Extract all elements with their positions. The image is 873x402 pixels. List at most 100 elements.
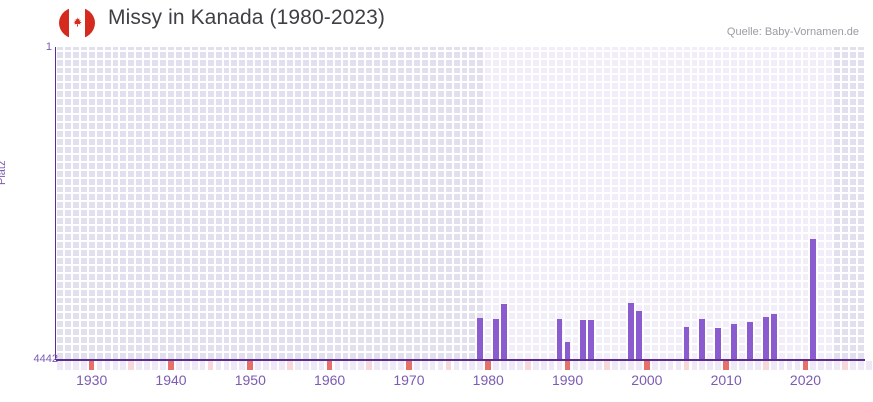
bar-1999[interactable] [635,310,642,360]
y-axis-max-label: 1 [45,41,52,53]
gridline-vertical [205,47,208,360]
x-tick-2005 [683,361,690,370]
x-axis-label-1990: 1990 [551,372,584,388]
gridline-vertical [411,47,414,360]
gridline-vertical [689,47,692,360]
gridline-vertical [483,47,486,360]
x-axis-label-1940: 1940 [155,372,187,388]
bar-1982[interactable] [501,304,507,360]
gridline-vertical [467,47,470,360]
x-tick-1967 [382,361,388,370]
gridline-vertical [443,47,446,360]
source-label: Quelle: Baby-Vornamen.de [726,26,859,38]
gridline-vertical [332,47,335,360]
gridline-vertical [78,47,81,360]
x-tick-1972 [421,361,428,370]
x-tick-2015 [762,361,769,370]
x-tick-2018 [786,361,793,370]
x-tick-1977 [461,361,468,370]
bar-1989[interactable] [556,318,563,360]
x-tick-2016 [770,361,777,370]
x-tick-1975 [445,361,452,370]
gridline-vertical [618,47,621,360]
x-tick-2028 [866,361,872,370]
gridline-vertical [602,47,605,360]
x-tick-1957 [302,361,309,370]
bar-2015[interactable] [762,317,769,360]
chart-header: Missy in Kanada (1980-2023) Quelle: Baby… [0,0,873,44]
x-tick-1949 [239,361,246,370]
x-tick-1926 [57,361,63,370]
gridline-vertical [435,47,438,360]
x-tick-1978 [469,361,476,370]
x-tick-2014 [754,361,761,370]
x-tick-1939 [160,361,166,370]
bar-2009[interactable] [715,328,722,360]
x-tick-1952 [263,361,269,370]
gridline-vertical [538,47,541,360]
x-tick-1950 [247,361,254,370]
gridline-vertical [832,47,835,360]
x-tick-1970 [405,361,412,370]
gridline-vertical [142,47,145,360]
bar-2021[interactable] [810,238,817,360]
bar-2007[interactable] [699,318,706,360]
x-tick-2027 [858,361,864,370]
gridline-vertical [760,47,763,360]
gridline-vertical [292,47,295,360]
gridline-vertical [752,47,755,360]
bar-1992[interactable] [580,320,587,360]
x-tick-1987 [540,361,547,370]
gridline-vertical [856,47,859,360]
gridline-vertical [562,47,565,360]
bar-1998[interactable] [628,303,634,360]
gridline-vertical [840,47,843,360]
bar-series [56,47,865,360]
x-tick-1953 [271,361,277,370]
x-tick-2010 [723,361,729,370]
bar-1993[interactable] [588,320,595,360]
bar-2016[interactable] [770,314,777,360]
x-tick-1931 [96,361,103,370]
gridline-vertical [499,47,502,360]
x-tick-2022 [818,361,825,370]
x-tick-1944 [199,361,206,370]
bar-1990[interactable] [564,341,571,360]
gridline-vertical [681,47,684,360]
x-axis-label-1980: 1980 [472,372,504,388]
gridline-vertical [554,47,557,360]
x-axis-label-1970: 1970 [393,372,425,388]
canada-flag-icon [59,7,95,39]
x-tick-1951 [255,361,261,370]
gridline-vertical [824,47,827,360]
plot-area [56,47,865,360]
x-tick-2006 [691,361,698,370]
gridline-vertical [300,47,303,360]
gridline-vertical [364,47,367,360]
x-tick-1941 [175,361,182,370]
bar-1981[interactable] [493,318,499,360]
x-tick-2021 [810,361,817,370]
bar-2013[interactable] [747,321,753,360]
x-tick-1945 [207,361,214,370]
bar-2011[interactable] [731,323,737,360]
x-axis-tick-markers [56,361,872,370]
gridline-vertical [570,47,573,360]
bar-1979[interactable] [477,318,484,360]
gridline-vertical [721,47,724,360]
maple-leaf-icon [73,17,82,27]
bar-2005[interactable] [683,327,690,360]
y-axis-line [55,47,56,360]
x-tick-1927 [64,361,71,370]
x-tick-2025 [842,361,848,370]
x-tick-1928 [72,361,79,370]
x-tick-1971 [413,361,420,370]
x-tick-1935 [128,361,135,370]
x-tick-1999 [635,361,642,370]
x-tick-1933 [112,361,119,370]
gridline-vertical [173,47,176,360]
x-tick-1942 [183,361,190,370]
x-axis-line [56,359,865,361]
gridline-vertical [673,47,676,360]
x-tick-1954 [279,361,285,370]
